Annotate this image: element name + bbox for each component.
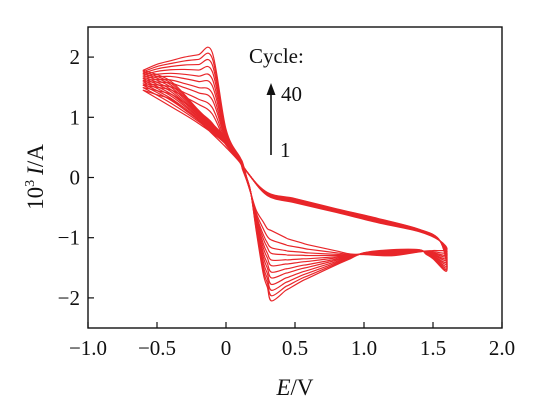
- y-axis-scale-prefix: 10: [23, 187, 48, 210]
- y-tick-label: −2: [58, 286, 80, 310]
- cycle-arrow-head: [266, 83, 276, 95]
- cycle-40-curve: [142, 46, 448, 302]
- x-tick-label: −0.5: [138, 336, 176, 360]
- y-axis-title: 103 I/A: [23, 144, 48, 210]
- x-axis-title: E/V: [275, 375, 313, 400]
- x-tick-label: 0.5: [282, 336, 308, 360]
- x-tick-label: 0: [221, 336, 232, 360]
- cycle-start-label: 1: [280, 138, 291, 162]
- y-axis-symbol: I: [23, 166, 48, 176]
- x-axis-symbol: E: [275, 375, 290, 400]
- cycle-annotation: Cycle: 40 1: [249, 44, 304, 162]
- cv-curves: [142, 46, 448, 302]
- y-axis-unit: /A: [23, 144, 48, 167]
- x-tick-label: 1.0: [351, 336, 377, 360]
- x-axis-unit: /V: [291, 375, 314, 400]
- cycle-12-curve: [142, 78, 448, 267]
- y-tick-label: 2: [70, 45, 81, 69]
- x-tick-label: 2.0: [489, 336, 515, 360]
- cycle-annotation-title: Cycle:: [249, 44, 304, 68]
- y-axis-scale-exponent: 3: [23, 180, 38, 187]
- y-tick-label: 1: [70, 105, 81, 129]
- x-axis-ticks: −1.0 −0.5 0 0.5 1.0 1.5 2.0: [69, 322, 515, 360]
- cycle-end-label: 40: [281, 82, 302, 106]
- y-axis-ticks: −2 −1 0 1 2: [58, 45, 94, 310]
- y-tick-label: −1: [58, 226, 80, 250]
- x-tick-label: −1.0: [69, 336, 107, 360]
- y-tick-label: 0: [70, 166, 81, 190]
- x-tick-label: 1.5: [420, 336, 446, 360]
